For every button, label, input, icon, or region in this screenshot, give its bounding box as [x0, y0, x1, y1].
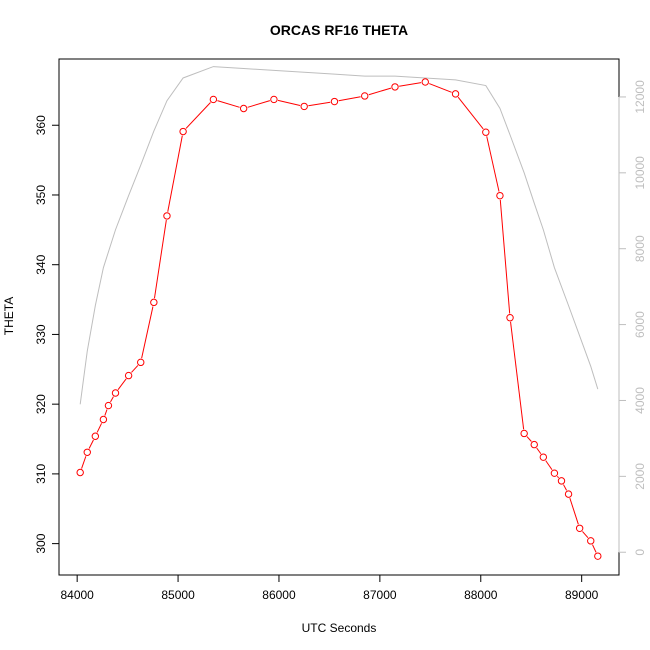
theta-line-segment	[368, 87, 392, 96]
y-tick-label: 310	[34, 464, 48, 484]
y-axis-label: THETA	[2, 297, 16, 335]
theta-point	[330, 97, 339, 106]
theta-line-segment	[428, 83, 452, 93]
theta-line-segment	[569, 497, 579, 525]
theta-point	[150, 298, 158, 307]
theta-line-segment	[131, 365, 139, 373]
theta-point	[575, 524, 584, 532]
theta-point	[104, 401, 113, 410]
theta-point	[594, 552, 602, 560]
y2-tick-label: 0	[633, 549, 647, 556]
x-axis-label: UTC Seconds	[302, 621, 377, 635]
plot-frame	[58, 58, 620, 576]
theta-point	[163, 212, 171, 220]
theta-point	[539, 453, 548, 461]
theta-line-segment	[167, 135, 183, 212]
theta-point	[83, 448, 91, 456]
y2-axis: 0 2000 4000 6000 8000 10000 12000	[618, 80, 647, 556]
theta-point	[270, 95, 278, 104]
theta-line-segment	[141, 306, 154, 359]
theta-line-segment	[308, 101, 331, 107]
theta-line-segment	[536, 447, 542, 455]
theta-line-segment	[526, 436, 532, 442]
x-tick-label: 89000	[565, 588, 599, 602]
y2-tick-label: 4000	[633, 387, 647, 414]
theta-point	[209, 95, 218, 104]
theta-line-segment	[277, 99, 301, 106]
theta-point	[421, 78, 429, 86]
y-tick-label: 320	[34, 394, 48, 414]
theta-point	[550, 469, 559, 477]
theta-point	[496, 191, 504, 200]
theta-line-segment	[486, 136, 500, 192]
theta-line-segment	[338, 96, 361, 102]
x-tick-label: 88000	[464, 588, 498, 602]
y-tick-label: 300	[34, 533, 48, 553]
theta-line-segment	[110, 396, 114, 403]
x-axis: 84000 85000 86000 87000 88000 89000	[60, 574, 599, 602]
x-tick-label: 86000	[262, 588, 296, 602]
theta-point	[137, 358, 145, 367]
theta-line-segment	[88, 439, 94, 449]
theta-line-segment	[563, 484, 568, 491]
x-tick-label: 87000	[363, 588, 397, 602]
theta-line-segment	[96, 423, 103, 433]
y-tick-label: 330	[34, 324, 48, 344]
y2-tick-label: 2000	[633, 463, 647, 490]
theta-line-segment	[104, 409, 108, 416]
theta-line-segment	[556, 475, 560, 479]
y2-tick-label: 12000	[633, 80, 647, 114]
theta-point	[564, 490, 573, 498]
y-axis: 300 310 320 330 340 350 360	[34, 115, 60, 554]
theta-point	[451, 90, 460, 98]
chart-title: ORCAS RF16 THETA	[270, 22, 408, 38]
theta-line-segment	[81, 456, 87, 469]
series-layer	[76, 66, 602, 560]
theta-point	[557, 477, 566, 485]
y-tick-label: 360	[34, 115, 48, 135]
theta-line-segment	[545, 460, 553, 471]
theta-line-segment	[185, 102, 211, 129]
theta-point	[520, 429, 528, 438]
theta-point	[300, 102, 308, 111]
theta-point	[391, 83, 399, 91]
theta-line-segment	[457, 96, 484, 130]
altitude-line	[79, 66, 599, 405]
theta-point	[361, 92, 369, 100]
theta-point	[76, 468, 84, 477]
theta-point	[99, 415, 108, 424]
theta-line-segment	[247, 100, 271, 108]
y2-tick-label: 6000	[633, 311, 647, 338]
theta-line-segment	[499, 199, 511, 314]
theta-line-segment	[217, 100, 240, 108]
y2-tick-label: 10000	[633, 156, 647, 190]
theta-point	[111, 389, 120, 397]
theta-point	[179, 127, 187, 136]
y2-tick-label: 8000	[633, 235, 647, 262]
theta-line-segment	[510, 321, 525, 430]
theta-point	[91, 432, 100, 440]
x-tick-label: 84000	[60, 588, 94, 602]
theta-line-segment	[153, 219, 167, 299]
theta-line-segment	[117, 378, 127, 390]
x-tick-label: 85000	[161, 588, 195, 602]
y-tick-label: 350	[34, 185, 48, 205]
theta-line-segment	[582, 531, 589, 539]
y-tick-label: 340	[34, 254, 48, 274]
theta-point	[506, 313, 514, 322]
theta-point	[587, 537, 595, 545]
theta-line-segment	[399, 82, 422, 87]
theta-line-segment	[592, 544, 597, 553]
theta-point	[530, 440, 538, 449]
theta-point	[124, 371, 133, 380]
theta-point	[482, 128, 490, 136]
theta-point	[239, 104, 248, 113]
